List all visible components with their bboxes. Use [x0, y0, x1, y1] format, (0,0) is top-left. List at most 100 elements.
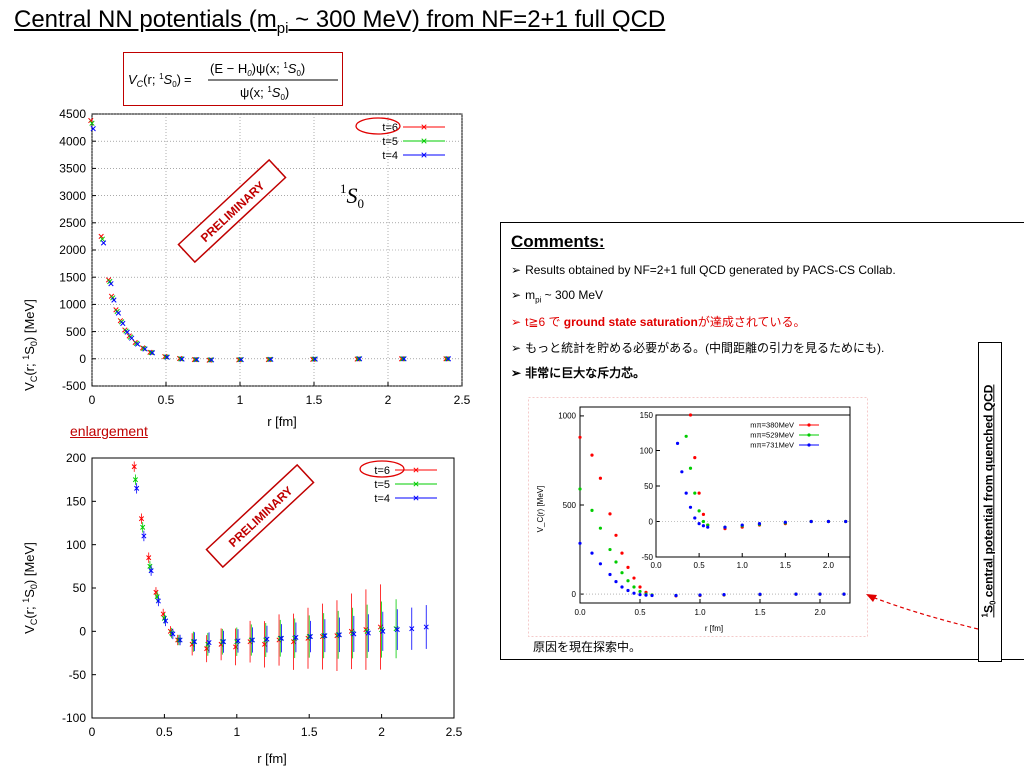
data-point: [108, 281, 114, 287]
data-point: [614, 533, 618, 537]
tick-label: 2.0: [823, 561, 835, 570]
arrow-bullet-icon: ➢: [511, 263, 522, 277]
data-point: [220, 639, 227, 645]
tick-label: 100: [640, 446, 654, 455]
state-label: 1S0: [340, 181, 364, 211]
tick-label: -500: [62, 379, 86, 393]
tick-label: 0: [79, 625, 86, 639]
data-point: [100, 240, 107, 246]
data-point: [178, 356, 184, 362]
tick-label: 0.5: [694, 561, 706, 570]
data-point: [693, 456, 697, 460]
data-point: [278, 635, 284, 641]
data-point: [614, 560, 618, 564]
page-title: Central NN potentials (mpi ~ 300 MeV) fr…: [14, 6, 666, 37]
data-point: [598, 526, 602, 530]
data-point: [356, 356, 363, 362]
data-point: [684, 491, 688, 495]
tick-label: 4000: [59, 134, 86, 148]
tick-label: 2: [385, 393, 392, 407]
tick-label: -50: [641, 553, 653, 562]
data-point: [421, 138, 427, 144]
data-point: [626, 565, 630, 569]
data-point: [207, 357, 214, 363]
data-point: [706, 525, 710, 529]
data-point: [818, 592, 822, 596]
tick-label: 0: [89, 725, 96, 739]
comment-line: ➢ mpi ~ 300 MeV: [511, 288, 604, 305]
data-point: [826, 519, 831, 524]
data-point: [134, 485, 140, 491]
tick-label: 0.0: [650, 561, 662, 570]
y-axis-label: VC(r; 1S0) [MeV]: [21, 542, 39, 634]
tick-label: 1.0: [694, 608, 706, 617]
data-point: [111, 297, 117, 303]
tick-label: 0.5: [158, 393, 175, 407]
data-point: [237, 356, 243, 363]
legend-label: mπ=731MeV: [750, 441, 794, 450]
legend-label: mπ=380MeV: [750, 421, 794, 430]
tick-label: 1: [237, 393, 244, 407]
data-point: [141, 533, 147, 539]
data-point: [632, 576, 636, 580]
tick-label: 2000: [59, 243, 86, 257]
data-point: [132, 477, 138, 483]
series-2: [675, 441, 848, 529]
data-point: [693, 516, 697, 520]
tick-label: 150: [640, 411, 654, 420]
data-point: [688, 413, 693, 417]
data-point: [620, 585, 624, 589]
arrow-bullet-icon: ➢: [511, 288, 522, 302]
y-axis-label: V_C(r) [MeV]: [536, 486, 545, 533]
data-point: [590, 551, 594, 555]
data-point: [578, 541, 582, 545]
data-point: [807, 443, 811, 447]
legend: t=6 t=5 t=4: [374, 465, 437, 505]
tick-label: 0.0: [574, 608, 586, 617]
tick-label: 1.5: [301, 725, 318, 739]
data-point: [632, 585, 636, 589]
data-point: [206, 640, 212, 646]
data-point: [235, 638, 241, 644]
data-point: [155, 598, 161, 604]
data-point: [413, 481, 419, 487]
data-point: [598, 562, 602, 566]
data-point: [697, 509, 701, 513]
data-point: [650, 593, 654, 598]
series-2: [134, 483, 429, 653]
data-point: [684, 434, 688, 438]
data-point: [401, 356, 407, 362]
side-label: 1S0 central potential from quenched QCD: [980, 384, 998, 618]
tick-label: 2.5: [446, 725, 463, 739]
legend-label: t=4: [374, 493, 390, 505]
data-point: [99, 236, 106, 242]
data-point: [794, 592, 798, 596]
legend-highlight: [355, 117, 401, 135]
data-point: [701, 512, 706, 516]
data-point: [598, 476, 602, 480]
data-point: [293, 634, 299, 640]
data-point: [638, 593, 642, 597]
tick-label: 2.5: [454, 393, 471, 407]
data-point: [131, 464, 137, 470]
data-point: [608, 572, 612, 577]
tick-label: 1.5: [754, 608, 766, 617]
data-point: [164, 354, 170, 360]
data-point: [807, 433, 811, 437]
data-point: [163, 618, 169, 624]
data-point: [177, 637, 183, 643]
data-point: [697, 491, 701, 495]
data-point: [264, 636, 270, 642]
data-point: [578, 435, 582, 439]
tick-label: 3500: [59, 162, 86, 176]
data-point: [590, 453, 594, 457]
tick-label: 2.0: [814, 608, 826, 617]
data-point: [148, 568, 154, 574]
data-point: [351, 631, 357, 637]
data-point: [413, 467, 419, 473]
tick-label: 1000: [558, 412, 576, 421]
data-point: [701, 524, 706, 528]
legend-highlight: [359, 460, 405, 478]
tick-label: -100: [62, 711, 86, 725]
